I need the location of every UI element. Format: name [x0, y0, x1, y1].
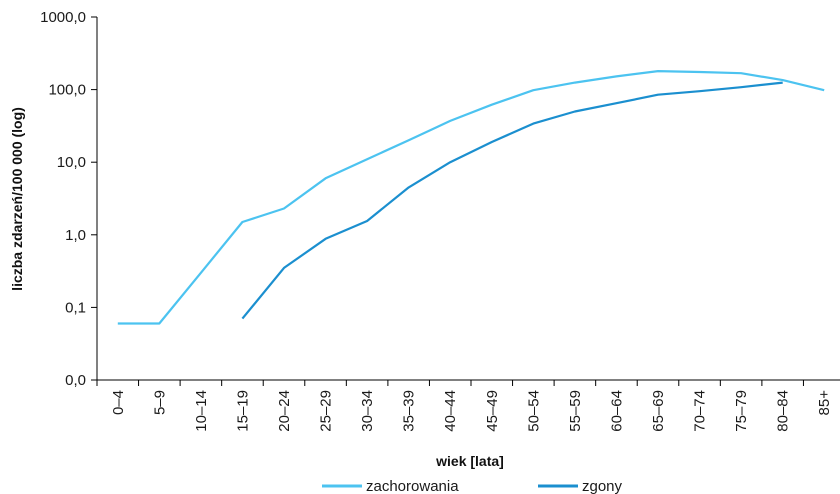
y-tick-label: 0,0	[65, 372, 86, 389]
legend: zachorowania zgony	[322, 478, 623, 494]
x-tick-label: 15–19	[234, 390, 251, 432]
x-tick-label: 70–74	[692, 390, 709, 432]
y-tick-label: 1,0	[65, 227, 86, 244]
series-line-zgony	[241, 81, 783, 320]
x-tick-label: 65–69	[650, 390, 667, 432]
axes	[96, 17, 840, 381]
x-axis-ticks: 0–4 5–9 10–14 15–19 20–24 25–29 30–34 35–39 40–4…	[96, 380, 833, 432]
legend-label: zgony	[582, 478, 623, 494]
series-line-zachorowania	[117, 69, 825, 325]
y-tick-label: 0,1	[65, 299, 86, 316]
x-tick-label: 30–34	[359, 390, 376, 432]
x-axis-title: wiek [lata]	[435, 453, 504, 469]
x-tick-label: 50–54	[525, 390, 542, 432]
x-tick-label: 0–4	[110, 390, 127, 415]
x-tick-label: 20–24	[276, 390, 293, 432]
plot-lines	[117, 69, 825, 325]
x-tick-label: 55–59	[567, 390, 584, 432]
x-tick-label: 45–49	[484, 390, 501, 432]
x-tick-label: 60–64	[608, 390, 625, 432]
y-tick-label: 10,0	[57, 154, 86, 171]
legend-label: zachorowania	[366, 478, 459, 494]
x-tick-label: 75–79	[733, 390, 750, 432]
x-tick-label: 10–14	[193, 390, 210, 432]
x-tick-label: 40–44	[442, 390, 459, 432]
y-axis-title: liczba zdarzeń/100 000 (log)	[9, 107, 25, 291]
y-tick-label: 100,0	[48, 82, 86, 99]
x-tick-label: 35–39	[401, 390, 418, 432]
x-tick-label: 5–9	[151, 390, 168, 415]
x-tick-label: 80–84	[775, 390, 792, 432]
y-tick-label: 1000,0	[40, 9, 86, 26]
y-axis-ticks: 0,0 0,1 1,0 10,0 100,0 1000,0	[40, 9, 97, 389]
x-tick-label: 85+	[816, 390, 833, 416]
x-tick-label: 25–29	[318, 390, 335, 432]
